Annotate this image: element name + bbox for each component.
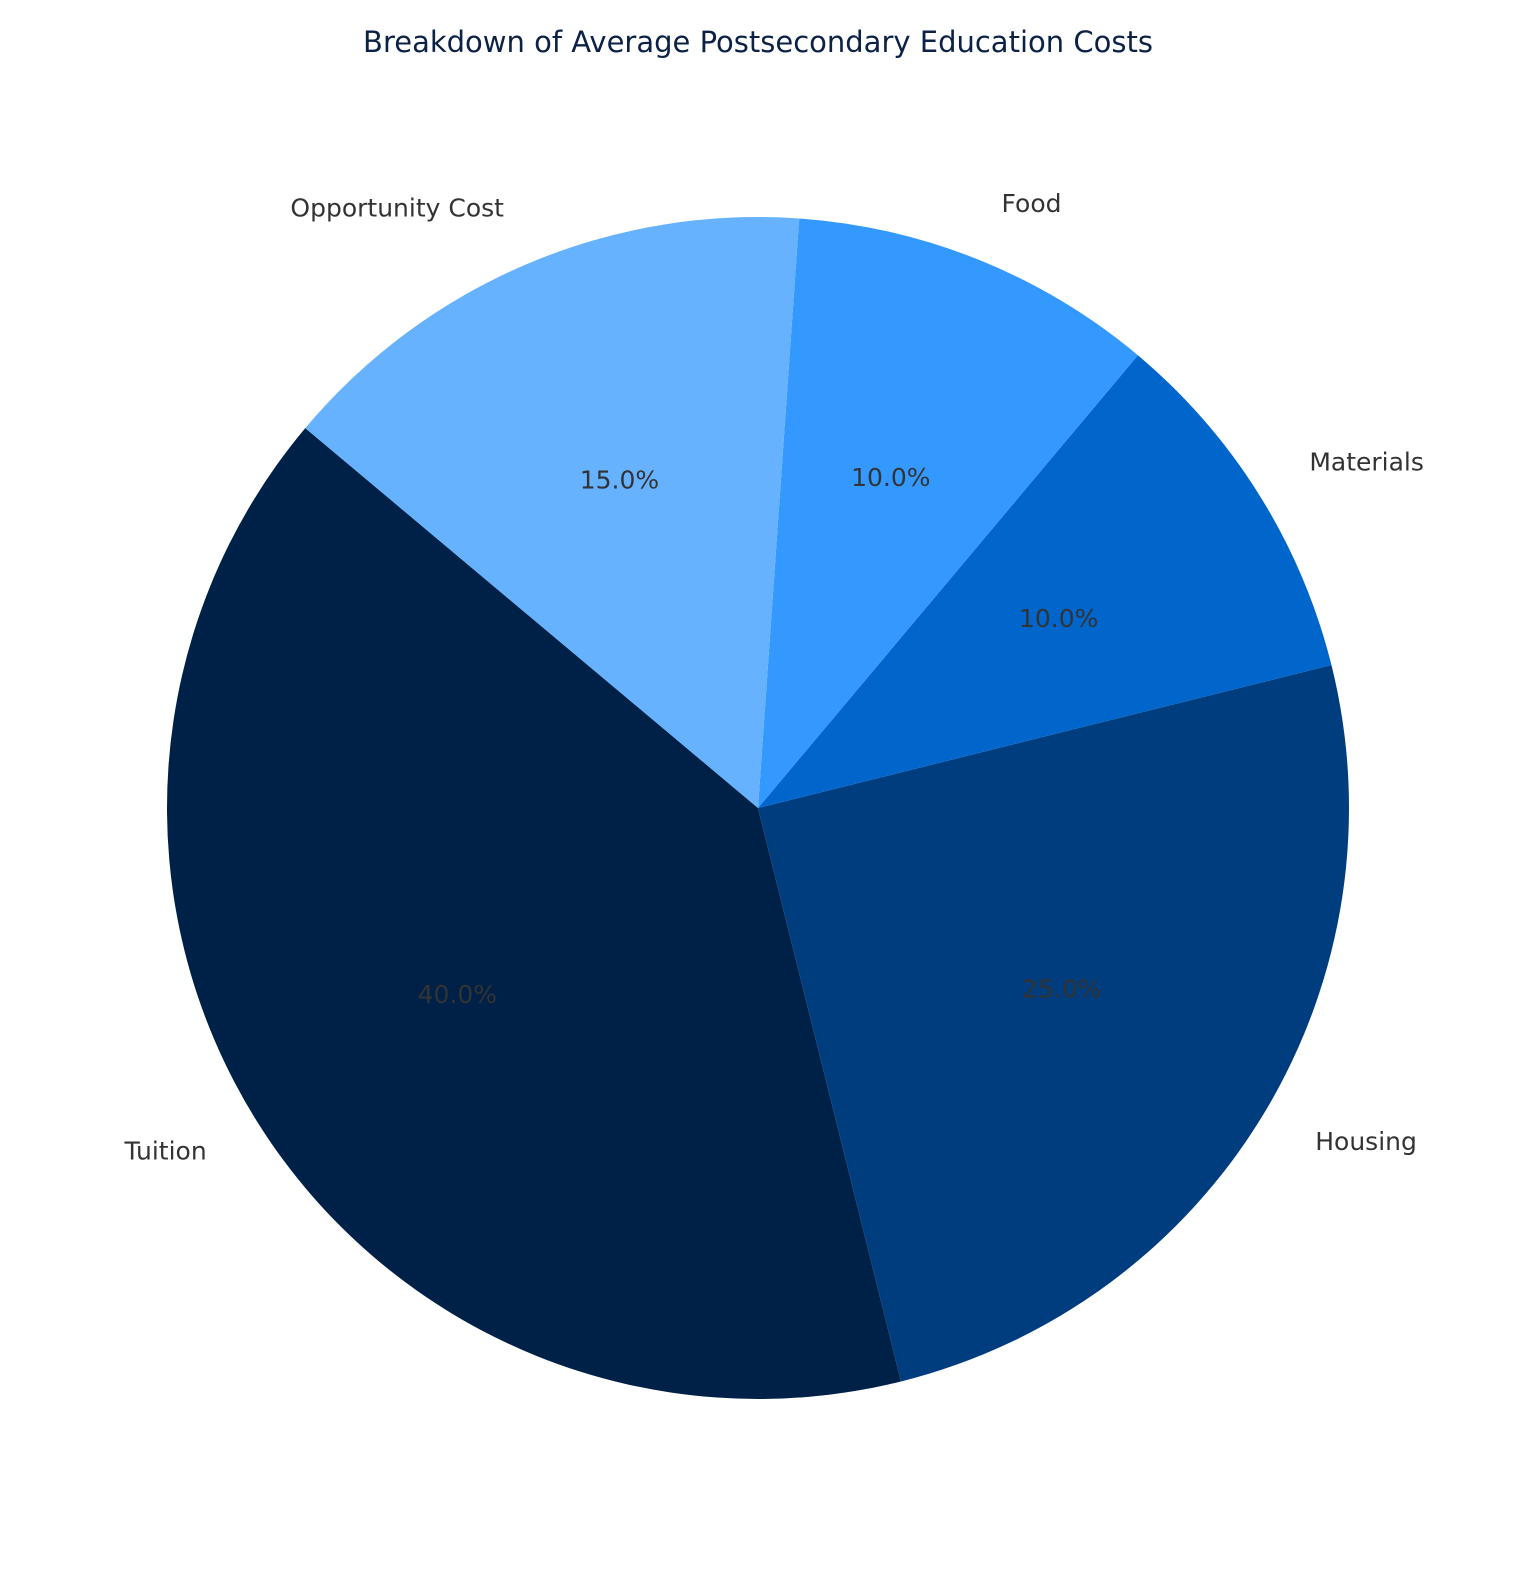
slice-percent-label: 10.0%: [1019, 604, 1098, 633]
slice-label: Tuition: [124, 1137, 207, 1166]
pie-slice-food: [758, 218, 1138, 809]
slice-label: Housing: [1315, 1127, 1417, 1156]
pie-slice-housing: [758, 665, 1349, 1382]
slice-percent-label: 10.0%: [851, 463, 930, 492]
slice-percent-label: 40.0%: [418, 980, 497, 1009]
chart-title: Breakdown of Average Postsecondary Educa…: [363, 25, 1153, 59]
slice-label: Food: [1002, 189, 1062, 218]
pie-labels: Tuition 40.0% Housing 25.0% Materials 10.0% Fo…: [124, 189, 1424, 1165]
pie-slices: [166, 217, 1349, 1400]
pie-slice-opportunity-cost: [305, 217, 800, 808]
pie-slice-materials: [758, 355, 1332, 808]
slice-percent-label: 15.0%: [580, 466, 659, 495]
pie-slice-tuition: [166, 428, 901, 1400]
slice-percent-label: 25.0%: [1022, 975, 1101, 1004]
slice-label: Opportunity Cost: [290, 194, 504, 223]
slice-label: Materials: [1309, 447, 1424, 476]
